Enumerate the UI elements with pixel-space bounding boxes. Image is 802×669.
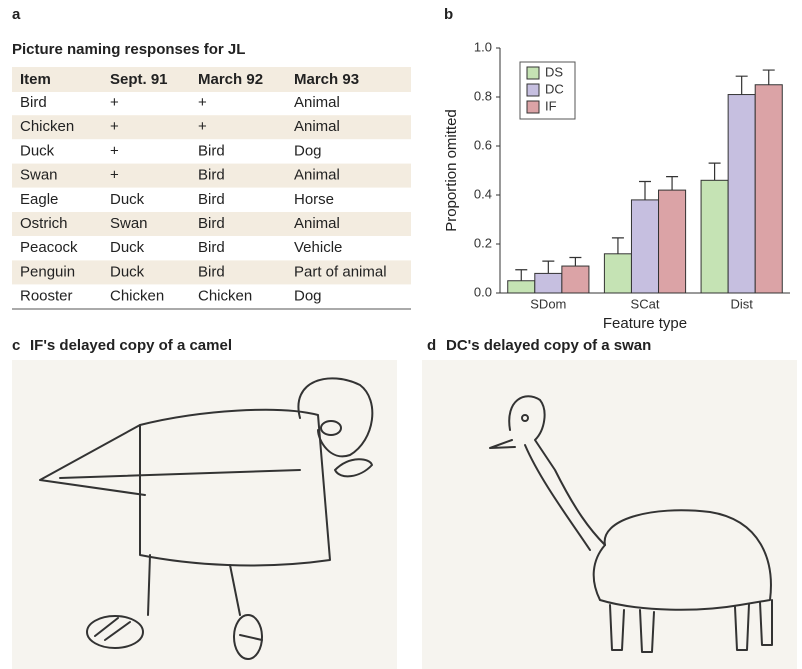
cell: Rooster	[20, 288, 73, 305]
cell: Horse	[294, 191, 334, 208]
y-tick-label: 1.0	[474, 39, 492, 54]
bar	[603, 253, 632, 294]
cell: Chicken	[110, 288, 164, 305]
bar	[534, 272, 563, 294]
cell: Animal	[294, 94, 340, 111]
cell: Bird	[20, 94, 47, 111]
legend-swatch	[526, 83, 540, 97]
cell: Penguin	[20, 263, 75, 280]
error-bar	[666, 176, 679, 191]
cell: Ostrich	[20, 215, 68, 232]
cell: Dog	[294, 142, 322, 159]
cell: Duck	[20, 142, 55, 159]
drawing-c-bg	[12, 360, 397, 669]
camel-drawing	[39, 377, 374, 660]
x-tick-label: SDom	[530, 296, 566, 311]
caption: IF's delayed copy of a camel	[30, 337, 232, 354]
caption: DC's delayed copy of a swan	[446, 337, 651, 354]
column-header: Item	[20, 71, 51, 88]
cell: +	[110, 167, 119, 184]
cell: Animal	[294, 118, 340, 135]
y-tick-label: 0.6	[474, 137, 492, 152]
table-title: Picture naming responses for JL	[12, 41, 245, 58]
panel-label: b	[444, 6, 453, 23]
row-bg	[12, 212, 411, 236]
x-axis-label: Feature type	[603, 315, 687, 332]
cell: Peacock	[20, 239, 78, 256]
drawing-d-bg	[422, 360, 797, 669]
bar	[630, 199, 660, 294]
cell: Duck	[110, 263, 145, 280]
cell: Animal	[294, 215, 340, 232]
legend-label: DS	[545, 64, 563, 79]
error-bar	[542, 260, 555, 274]
column-header: March 93	[294, 71, 359, 88]
legend-swatch	[526, 100, 540, 114]
error-bar	[515, 269, 528, 281]
bar	[700, 179, 729, 294]
row-bg	[12, 260, 411, 285]
y-tick-label: 0.2	[474, 235, 492, 250]
column-header: Sept. 91	[110, 71, 168, 88]
cell: +	[110, 94, 119, 111]
cell: Part of animal	[294, 263, 387, 280]
cell: Chicken	[198, 288, 252, 305]
legend-label: DC	[545, 81, 564, 96]
cell: Eagle	[20, 191, 58, 208]
bar	[658, 189, 687, 294]
cell: +	[110, 142, 119, 159]
y-axis-label: Proportion omitted	[443, 109, 460, 232]
panel-label: d	[427, 337, 436, 354]
error-bar	[735, 75, 748, 95]
y-tick-label: 0.4	[474, 186, 492, 201]
row-bg	[12, 163, 411, 188]
error-bar	[611, 237, 624, 254]
cell: Bird	[198, 263, 225, 280]
cell: Bird	[198, 142, 225, 159]
cell: +	[198, 94, 207, 111]
error-bar	[762, 69, 775, 85]
legend-label: IF	[545, 98, 557, 113]
cell: Swan	[20, 167, 58, 184]
cell: Bird	[198, 191, 225, 208]
column-header: March 92	[198, 71, 263, 88]
header-bg	[12, 67, 411, 92]
x-tick-label: Dist	[730, 296, 753, 311]
cell: Animal	[294, 167, 340, 184]
bar	[561, 265, 590, 294]
cell: +	[198, 118, 207, 135]
cell: Duck	[110, 239, 145, 256]
y-tick-label: 0.0	[474, 284, 492, 299]
bar	[727, 94, 756, 294]
legend-swatch	[526, 66, 540, 80]
error-bar	[639, 180, 651, 200]
bar	[507, 280, 536, 294]
error-bar	[569, 256, 582, 267]
cell: +	[110, 118, 119, 135]
bar	[754, 84, 783, 294]
cell: Vehicle	[294, 239, 342, 256]
row-bg	[12, 115, 411, 140]
swan-drawing	[489, 395, 773, 653]
cell: Duck	[110, 191, 145, 208]
error-bar	[708, 162, 721, 181]
panel-label: c	[12, 337, 20, 354]
cell: Chicken	[20, 118, 74, 135]
cell: Bird	[198, 215, 225, 232]
panel-label: a	[12, 6, 21, 23]
x-tick-label: SCat	[631, 296, 660, 311]
cell: Dog	[294, 288, 322, 305]
cell: Bird	[198, 239, 225, 256]
y-tick-label: 0.8	[474, 88, 492, 103]
cell: Swan	[110, 215, 148, 232]
cell: Bird	[198, 167, 225, 184]
